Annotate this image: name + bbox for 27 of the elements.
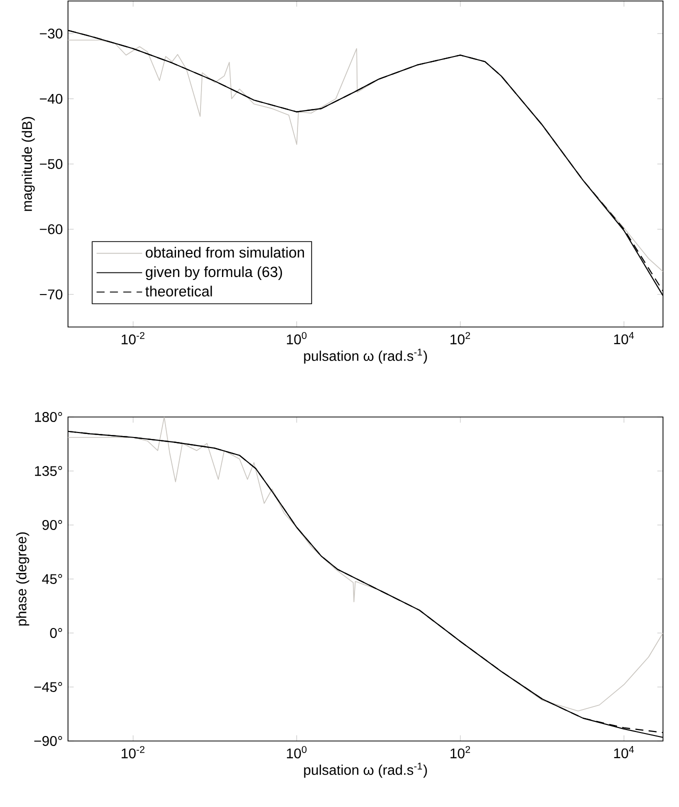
y-tick-label: 135°: [35, 466, 62, 476]
y-tick-label: −50: [40, 159, 62, 169]
y-tick-label: 90°: [42, 520, 62, 530]
x-axis-title: pulsation ω (rad.s$^{-1}$): [304, 762, 427, 778]
x-tick-label: 10$^{-2}$: [122, 746, 144, 758]
y-tick-label: 180°: [35, 412, 62, 422]
y-tick-label: −45°: [34, 682, 62, 692]
x-tick-label: 10$^{4}$: [614, 332, 634, 344]
x-tick-label: 10$^{2}$: [450, 332, 470, 344]
legend-label: obtained from simulation: [146, 246, 304, 258]
x-axis-title: pulsation ω (rad.s$^{-1}$): [304, 348, 427, 364]
y-tick-label: −70: [40, 289, 62, 300]
y-tick-label: −90°: [34, 736, 62, 746]
y-tick-label: −40: [40, 94, 62, 104]
legend-label: theoretical: [145, 286, 212, 296]
x-tick-label: 10$^{0}$: [286, 332, 307, 344]
y-tick-label: −30: [40, 28, 62, 39]
legend-label: given by formula (63): [146, 266, 282, 280]
y-axis-title: phase (degree): [16, 532, 30, 626]
x-tick-label: 10$^{4}$: [614, 746, 634, 758]
x-tick-label: 10$^{0}$: [286, 746, 307, 758]
y-axis-title: magnitude (dB): [22, 117, 35, 211]
y-tick-label: 0°: [50, 628, 62, 638]
y-tick-label: −60: [40, 224, 62, 234]
x-tick-label: 10$^{2}$: [450, 746, 470, 758]
x-tick-label: 10$^{-2}$: [122, 332, 144, 344]
y-tick-label: 45°: [42, 574, 62, 584]
